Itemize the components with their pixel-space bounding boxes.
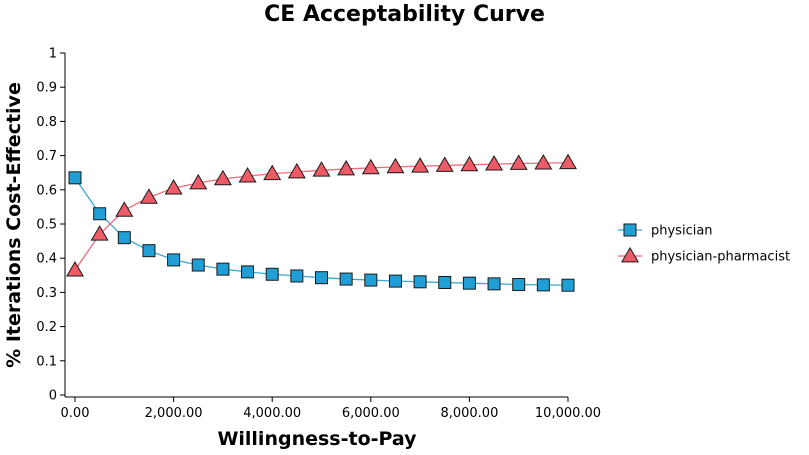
data-point [164,178,183,195]
data-point [68,171,82,185]
data-point [509,154,528,170]
data-point [364,273,378,287]
legend-marker [621,246,639,263]
y-tick-label: 0.7 [36,149,57,164]
data-point [90,225,109,241]
series-physician-pharmacist [66,153,577,277]
data-point [386,157,405,174]
data-point [462,276,476,290]
data-point [460,155,479,172]
data-point [337,159,356,176]
data-point [339,272,353,286]
series-physician [68,171,575,292]
data-point [213,169,232,186]
data-point [315,271,328,285]
data-point [512,278,526,292]
data-point [534,154,553,170]
series-layer [66,153,577,292]
data-point [66,261,84,277]
data-point [485,155,504,171]
data-point [312,161,331,177]
data-point [115,201,134,217]
data-point [167,253,181,267]
y-tick-label: 0.5 [36,218,57,233]
data-point [561,278,575,292]
data-point [413,275,427,289]
x-tick-label: 4,000.00 [243,406,301,421]
x-tick-label: 10,000.00 [535,406,601,421]
x-tick-label: 6,000.00 [342,406,400,421]
y-ticks: 0 0.1 0.2 0.3 0.4 0.5 0.6 0.7 0.8 0.9 1 [36,47,65,404]
y-tick-label: 0.9 [36,81,57,96]
y-axis-title: % Iterations Cost-Effective [3,82,25,368]
data-point [438,275,452,289]
y-tick-label: 0 [49,389,57,404]
x-ticks: 0.00 2,000.00 4,000.00 6,000.00 8,000.00 10,0… [61,397,601,421]
data-point [435,156,454,172]
data-point [287,162,306,179]
y-tick-label: 0.8 [36,115,57,130]
x-tick-label: 2,000.00 [145,406,203,421]
data-point [559,153,577,170]
data-point [93,207,107,221]
data-point [216,262,230,276]
axes [64,53,568,398]
data-point [139,188,158,204]
data-point [388,274,402,288]
data-point [536,278,550,292]
chart-title: CE Acceptability Curve [264,2,545,27]
y-tick-label: 0.1 [36,354,57,369]
legend-label: physician-pharmacist [651,250,790,265]
legend-marker [623,223,637,237]
legend-item: physician [618,223,713,239]
x-tick-label: 0.00 [61,406,90,421]
data-point [411,157,430,173]
y-tick-label: 0.6 [36,183,57,198]
data-point [117,231,131,245]
legend: physician physician-pharmacist [618,223,790,265]
data-point [487,277,501,291]
legend-label: physician [651,224,713,239]
y-tick-label: 1 [49,47,57,62]
data-point [241,265,255,279]
data-point [238,167,257,183]
x-tick-label: 8,000.00 [440,406,498,421]
y-tick-label: 0.2 [36,320,57,335]
data-point [263,164,282,181]
data-point [361,158,380,175]
legend-item: physician-pharmacist [618,246,790,265]
data-point [142,244,156,258]
y-tick-label: 0.4 [36,252,57,267]
y-tick-label: 0.3 [36,286,57,301]
data-point [265,267,279,281]
x-axis-title: Willingness-to-Pay [217,428,417,450]
data-point [191,258,205,272]
data-point [290,269,304,283]
data-point [189,173,208,190]
